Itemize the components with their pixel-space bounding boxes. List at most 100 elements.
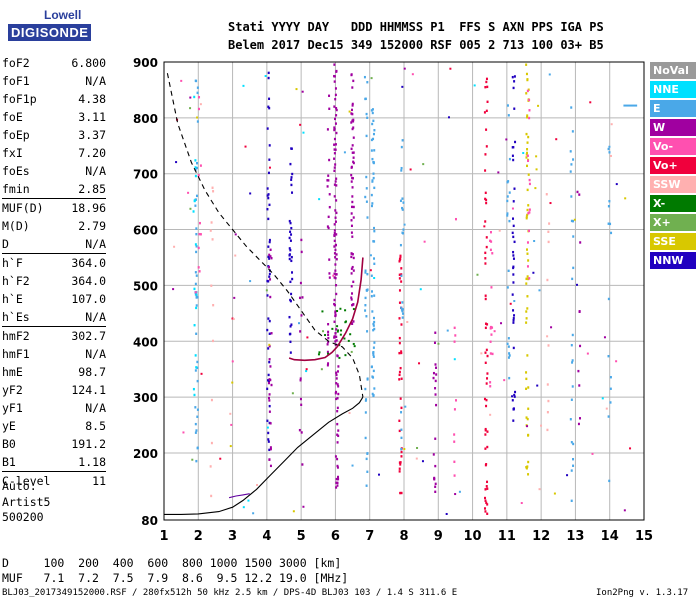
x-tick-label: 14	[601, 529, 619, 544]
echo-point	[527, 259, 530, 262]
x-tick-label: 11	[498, 529, 516, 544]
legend-item-x: X+	[650, 214, 696, 231]
param-label: h`F2	[2, 274, 30, 288]
param-value: 8.5	[85, 419, 106, 433]
echo-point	[229, 412, 232, 415]
echo-point	[485, 128, 488, 131]
echo-point	[402, 201, 405, 204]
echo-point	[434, 387, 437, 390]
echo-point	[512, 158, 515, 162]
echo-point	[446, 329, 449, 332]
echo-point	[528, 229, 531, 233]
echo-point	[400, 351, 403, 355]
echo-point	[335, 377, 338, 380]
echo-point	[267, 196, 270, 200]
echo-point	[490, 333, 493, 336]
echo-point	[196, 379, 199, 383]
echo-point	[605, 407, 608, 410]
echo-point	[373, 341, 376, 344]
echo-point	[526, 151, 529, 155]
echo-point	[403, 448, 406, 451]
echo-point	[372, 328, 375, 332]
echo-point	[290, 233, 293, 236]
echo-point	[210, 494, 213, 498]
echo-point	[432, 376, 435, 380]
echo-point	[453, 460, 456, 463]
echo-point	[334, 163, 337, 166]
echo-point	[328, 94, 331, 97]
echo-point	[370, 193, 373, 197]
echo-point	[399, 199, 402, 203]
echo-point	[433, 478, 436, 481]
auto-info: Auto: Artist5 500200	[2, 479, 50, 526]
echo-point	[484, 429, 487, 432]
param-value: N/A	[85, 164, 106, 178]
echo-point	[333, 169, 336, 173]
echo-point	[484, 433, 487, 436]
echo-point	[371, 310, 374, 313]
echo-point	[195, 250, 198, 254]
echo-point	[266, 208, 269, 211]
echo-point	[300, 314, 303, 317]
echo-point	[485, 404, 488, 408]
echo-point	[320, 368, 323, 371]
echo-point	[267, 265, 270, 269]
echo-point	[291, 277, 294, 281]
echo-point	[372, 240, 375, 243]
echo-point	[370, 77, 373, 80]
echo-point	[351, 292, 354, 295]
series-trace-O	[288, 257, 364, 362]
echo-point	[331, 327, 334, 330]
echo-point	[333, 152, 336, 155]
echo-point	[290, 178, 293, 181]
echo-point	[196, 120, 199, 123]
echo-point	[398, 467, 401, 470]
echo-point	[547, 240, 550, 244]
echo-point	[335, 486, 338, 489]
echo-point	[409, 168, 412, 171]
echo-point	[373, 277, 376, 280]
echo-point	[615, 360, 618, 363]
echo-point	[334, 180, 337, 183]
echo-point	[453, 474, 456, 477]
param-label: h`Es	[2, 310, 30, 324]
echo-point	[351, 108, 354, 112]
legend-item-nne: NNE	[650, 81, 696, 98]
echo-point	[266, 328, 269, 332]
echo-point	[268, 399, 271, 402]
echo-point	[527, 407, 530, 410]
echo-point	[401, 206, 404, 210]
echo-point	[366, 377, 369, 380]
echo-point	[508, 376, 511, 380]
echo-point	[351, 127, 354, 131]
echo-point	[526, 89, 529, 93]
echo-point	[485, 463, 488, 466]
echo-point	[455, 399, 458, 402]
echo-point	[485, 348, 488, 352]
echo-point	[512, 200, 515, 203]
echo-point	[194, 291, 197, 294]
echo-point	[512, 319, 515, 322]
echo-point	[607, 222, 610, 225]
echo-point	[269, 278, 272, 281]
echo-point	[423, 240, 426, 243]
echo-point	[244, 145, 247, 148]
echo-point	[400, 350, 403, 353]
echo-point	[548, 222, 551, 225]
param-row: yF2 124.1	[2, 381, 106, 399]
echo-point	[305, 368, 308, 371]
echo-point	[546, 335, 549, 338]
echo-point	[196, 366, 199, 370]
echo-point	[398, 317, 401, 320]
echo-point	[512, 146, 515, 149]
legend-item-vo: Vo+	[650, 157, 696, 174]
echo-point	[350, 296, 353, 299]
echo-point	[609, 376, 612, 379]
plot-frame	[163, 61, 645, 521]
echo-point	[269, 422, 272, 425]
echo-point	[369, 269, 372, 272]
echo-point	[298, 322, 301, 325]
echo-point	[196, 415, 199, 418]
echo-point	[528, 109, 531, 112]
echo-point	[268, 360, 271, 364]
